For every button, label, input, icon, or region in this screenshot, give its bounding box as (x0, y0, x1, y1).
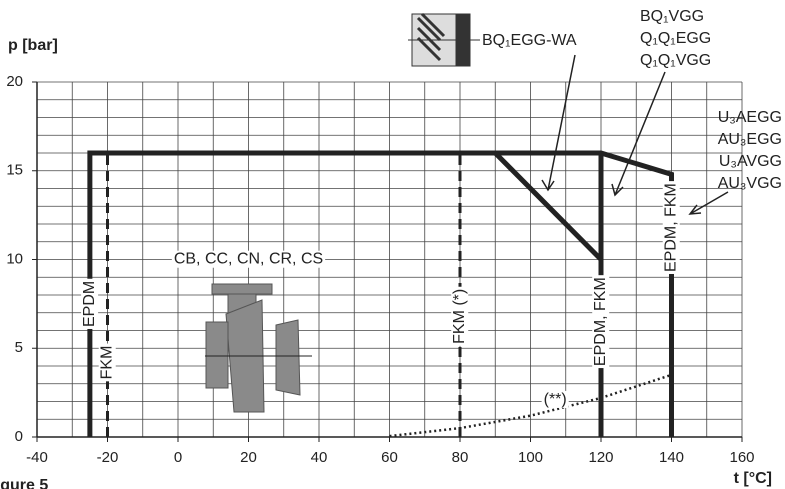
pump-shape (276, 320, 300, 395)
x-tick-label: 40 (311, 449, 328, 466)
annotation: FKM (99, 344, 116, 382)
pump-icon (205, 284, 312, 412)
y-tick-label: 10 (6, 250, 23, 267)
x-tick-label: 20 (240, 449, 257, 466)
arrow (690, 192, 728, 214)
caption: Figure 5 (0, 477, 48, 489)
seal-icon (408, 14, 480, 66)
seal-label: AU₃EGG (718, 131, 782, 148)
x-tick-label: 160 (729, 449, 754, 466)
annotation-text: EPDM (81, 281, 98, 327)
chart: p [bar] t [°C] Figure 5 BQ₁EGG-WA BQ₁VGG… (0, 0, 785, 489)
y-tick-label: 15 (6, 162, 23, 179)
arrow (542, 55, 575, 190)
page: body { margin: 0; width: 785px; height: … (0, 0, 785, 489)
seal-label: U₃AVGG (719, 153, 782, 170)
annotation: EPDM (81, 279, 98, 329)
annotation: EPDM, FKM (592, 275, 609, 368)
annotation-text: FKM (*) (451, 289, 468, 344)
annotation-text: EPDM, FKM (592, 277, 609, 366)
annotation-text: FKM (99, 346, 116, 380)
x-tick-label: 60 (381, 449, 398, 466)
annotation-text: (**) (544, 391, 567, 408)
arrows (542, 55, 728, 214)
arrow (612, 72, 665, 195)
y-tick-label: 5 (15, 339, 23, 356)
seal-label: Q₁Q₁VGG (640, 52, 711, 69)
seal-group: BQ₁VGG Q₁Q₁EGG Q₁Q₁VGG U₃AEGG AU₃EGG U₃AVGG AU… (640, 8, 782, 192)
x-tick-label: 0 (174, 449, 182, 466)
seal-label: BQ₁EGG-WA (482, 32, 577, 49)
y-tick-label: 0 (15, 428, 23, 445)
seal-label: Q₁Q₁EGG (640, 30, 711, 47)
annotation-text: EPDM, FKM (663, 183, 680, 272)
x-tick-label: 120 (588, 449, 613, 466)
seal-label: AU₃VGG (718, 175, 782, 192)
x-tick-label: -20 (97, 449, 119, 466)
x-axis-label: t [°C] (734, 470, 772, 487)
seal-label: U₃AEGG (718, 109, 782, 126)
x-tick-label: 140 (659, 449, 684, 466)
y-axis-label: p [bar] (8, 37, 58, 54)
page-body: {"chart_data": { "type": "line", "y_labe… (0, 0, 785, 489)
x-tick-label: 100 (518, 449, 543, 466)
grid (32, 82, 742, 442)
annotation: EPDM, FKM (663, 181, 680, 274)
annotation-text: CB, CC, CN, CR, CS (174, 251, 323, 268)
pump-shape (206, 322, 228, 388)
annotation: FKM (*) (451, 287, 468, 346)
pump-shape (212, 284, 272, 294)
x-tick-label: -40 (26, 449, 48, 466)
annotation: (**) (542, 391, 569, 408)
annotation: CB, CC, CN, CR, CS (172, 251, 325, 268)
y-tick-label: 20 (6, 73, 23, 90)
seal-label: BQ₁VGG (640, 8, 704, 25)
x-tick-label: 80 (452, 449, 469, 466)
